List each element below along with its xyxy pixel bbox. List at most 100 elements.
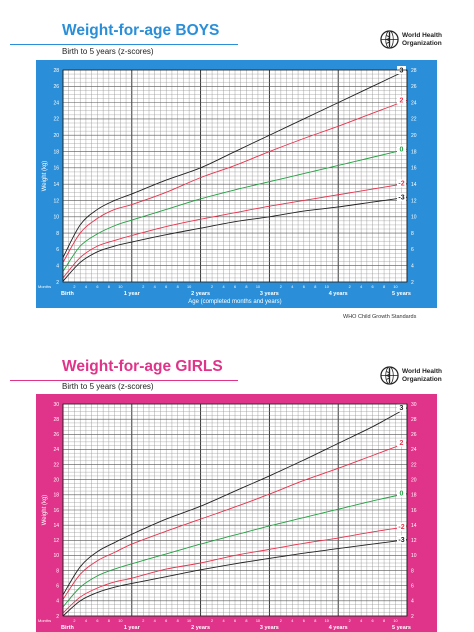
chart-subtitle: Birth to 5 years (z-scores) bbox=[62, 382, 154, 391]
y-tick-label: 30 bbox=[53, 402, 59, 408]
x-year-label: 1 year bbox=[124, 625, 141, 631]
who-logo: World Health Organization bbox=[380, 30, 442, 49]
series-end-label-box bbox=[397, 438, 406, 447]
x-month-tick-label: 4 bbox=[85, 619, 87, 623]
plot-border bbox=[62, 69, 408, 283]
x-month-tick-label: 4 bbox=[291, 285, 293, 289]
y-tick-label: 2 bbox=[56, 280, 59, 286]
y-tick-label-right: 26 bbox=[411, 84, 417, 90]
y-tick-label-right: 28 bbox=[411, 417, 417, 423]
series-end-label-box bbox=[397, 179, 406, 188]
x-month-tick-label: 4 bbox=[222, 619, 224, 623]
x-year-label: 3 years bbox=[260, 291, 279, 297]
y-tick-label: 22 bbox=[53, 117, 59, 123]
series-end-label: 0 bbox=[400, 146, 404, 153]
y-tick-label: 18 bbox=[53, 493, 59, 499]
x-year-label: 4 years bbox=[329, 291, 348, 297]
y-tick-label-right: 18 bbox=[411, 149, 417, 155]
series-end-label: -2 bbox=[398, 524, 404, 531]
girls-chart-panel: Weight-for-age GIRLS Birth to 5 years (z… bbox=[0, 352, 474, 632]
x-month-tick-label: 6 bbox=[372, 285, 374, 289]
series-end-label-box bbox=[397, 96, 406, 105]
x-year-label: Birth bbox=[61, 291, 74, 297]
series-end-label: 2 bbox=[400, 440, 404, 447]
y-tick-label-right: 12 bbox=[411, 538, 417, 544]
y-tick-label: 28 bbox=[53, 417, 59, 423]
y-tick-label-right: 4 bbox=[411, 263, 414, 269]
x-year-label: 2 years bbox=[191, 291, 210, 297]
y-tick-label-right: 10 bbox=[411, 215, 417, 221]
x-month-tick-label: 10 bbox=[393, 619, 397, 623]
y-tick-label: 18 bbox=[53, 149, 59, 155]
title-underline bbox=[10, 44, 238, 45]
y-tick-label-right: 14 bbox=[411, 523, 417, 529]
x-month-tick-label: 2 bbox=[211, 619, 213, 623]
x-month-tick-label: 8 bbox=[108, 285, 110, 289]
y-tick-label: 28 bbox=[53, 68, 59, 74]
series-end-label-box bbox=[397, 403, 406, 412]
x-month-tick-label: 2 bbox=[73, 619, 75, 623]
y-tick-label-right: 8 bbox=[411, 568, 414, 574]
series-line-z-3 bbox=[62, 539, 408, 617]
y-tick-label-right: 20 bbox=[411, 478, 417, 484]
series-line-z-3 bbox=[62, 196, 408, 282]
y-tick-label-right: 10 bbox=[411, 553, 417, 559]
y-tick-label-right: 6 bbox=[411, 247, 414, 253]
y-tick-label-right: 20 bbox=[411, 133, 417, 139]
boys-chart-panel: Weight-for-age BOYS Birth to 5 years (z-… bbox=[10, 22, 442, 320]
y-tick-label-right: 22 bbox=[411, 462, 417, 468]
series-end-label: 2 bbox=[400, 98, 404, 105]
x-month-tick-label: 10 bbox=[187, 285, 191, 289]
x-month-tick-label: 6 bbox=[372, 619, 374, 623]
series-line-z0 bbox=[62, 492, 408, 608]
who-logo: World Health Organization bbox=[380, 366, 442, 385]
y-tick-label: 26 bbox=[53, 84, 59, 90]
series-end-label: -3 bbox=[398, 195, 404, 202]
x-month-tick-label: 8 bbox=[383, 285, 385, 289]
y-tick-label-right: 14 bbox=[411, 182, 417, 188]
y-tick-label-right: 28 bbox=[411, 68, 417, 74]
x-year-label: Birth bbox=[61, 625, 74, 631]
x-month-tick-label: 8 bbox=[177, 619, 179, 623]
months-row-label: Months bbox=[38, 618, 51, 623]
who-wordmark: World Health Organization bbox=[402, 368, 442, 383]
x-month-tick-label: 8 bbox=[245, 619, 247, 623]
who-emblem-icon bbox=[380, 366, 399, 385]
y-axis-label: Weight (kg) bbox=[42, 161, 48, 192]
y-tick-label-right: 16 bbox=[411, 508, 417, 514]
x-month-tick-label: 6 bbox=[303, 285, 305, 289]
y-tick-label: 14 bbox=[53, 523, 59, 529]
y-tick-label: 6 bbox=[56, 584, 59, 590]
title-underline bbox=[10, 380, 238, 381]
y-tick-label-right: 24 bbox=[411, 100, 417, 106]
y-tick-label: 8 bbox=[56, 231, 59, 237]
x-month-tick-label: 2 bbox=[349, 619, 351, 623]
x-month-tick-label: 4 bbox=[360, 285, 362, 289]
y-tick-label-right: 8 bbox=[411, 231, 414, 237]
source-note: WHO Child Growth Standards bbox=[343, 314, 417, 320]
chart-subtitle: Birth to 5 years (z-scores) bbox=[62, 47, 154, 56]
x-month-tick-label: 10 bbox=[325, 285, 329, 289]
series-end-label-box bbox=[397, 193, 406, 202]
y-tick-label-right: 30 bbox=[411, 402, 417, 408]
x-month-tick-label: 2 bbox=[73, 285, 75, 289]
y-tick-label: 6 bbox=[56, 247, 59, 253]
series-end-label-box bbox=[397, 145, 406, 154]
y-tick-label: 24 bbox=[53, 447, 59, 453]
series-end-label: 3 bbox=[400, 67, 404, 74]
y-tick-label: 16 bbox=[53, 508, 59, 514]
x-month-tick-label: 10 bbox=[393, 285, 397, 289]
x-month-tick-label: 10 bbox=[118, 285, 122, 289]
chart-title: Weight-for-age GIRLS bbox=[62, 358, 223, 375]
x-month-tick-label: 10 bbox=[118, 619, 122, 623]
x-year-label: 5 years bbox=[392, 291, 411, 297]
x-month-tick-label: 2 bbox=[142, 285, 144, 289]
x-month-tick-label: 4 bbox=[154, 619, 156, 623]
y-tick-label: 16 bbox=[53, 166, 59, 172]
x-month-tick-label: 8 bbox=[383, 619, 385, 623]
series-line-z-2 bbox=[62, 182, 408, 279]
y-tick-label: 14 bbox=[53, 182, 59, 188]
x-year-label: 1 year bbox=[124, 291, 141, 297]
